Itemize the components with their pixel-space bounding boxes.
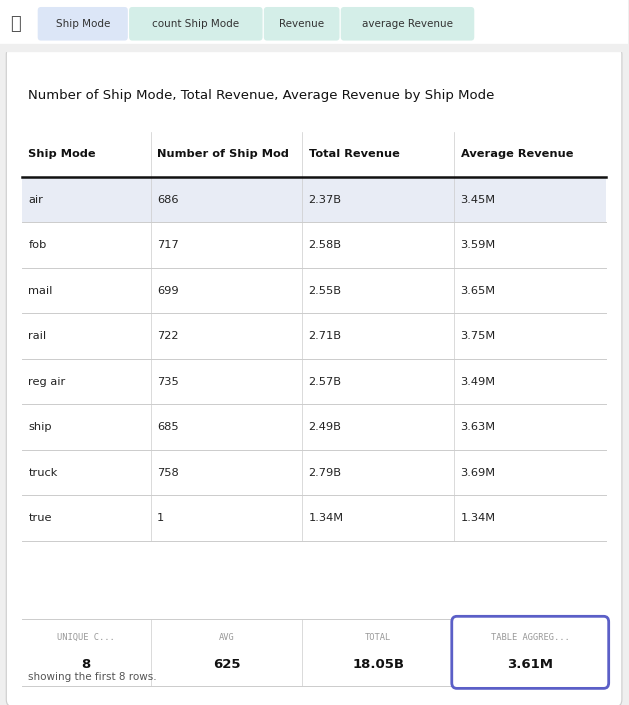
Text: 685: 685: [157, 422, 179, 432]
Text: Ship Mode: Ship Mode: [28, 149, 96, 159]
Text: 1: 1: [157, 513, 164, 523]
Text: showing the first 8 rows.: showing the first 8 rows.: [28, 672, 157, 682]
Text: Ship Mode: Ship Mode: [55, 19, 110, 29]
Text: Revenue: Revenue: [279, 19, 324, 29]
Text: 722: 722: [157, 331, 178, 341]
Text: Total Revenue: Total Revenue: [309, 149, 399, 159]
Text: AVG: AVG: [219, 633, 235, 642]
FancyBboxPatch shape: [38, 7, 128, 41]
Text: 2.55B: 2.55B: [309, 286, 342, 295]
Text: 3.49M: 3.49M: [460, 376, 496, 386]
FancyBboxPatch shape: [264, 7, 340, 41]
Bar: [0, 0, 628, 47]
Text: Average Revenue: Average Revenue: [460, 149, 573, 159]
Text: Number of Ship Mode, Total Revenue, Average Revenue by Ship Mode: Number of Ship Mode, Total Revenue, Aver…: [28, 89, 494, 102]
Text: true: true: [28, 513, 52, 523]
Text: 735: 735: [157, 376, 179, 386]
Text: count Ship Mode: count Ship Mode: [152, 19, 240, 29]
Text: 686: 686: [157, 195, 178, 204]
Text: 2.58B: 2.58B: [309, 240, 342, 250]
FancyBboxPatch shape: [341, 7, 474, 41]
Text: 717: 717: [157, 240, 179, 250]
Text: rail: rail: [28, 331, 47, 341]
Text: 3.69M: 3.69M: [460, 467, 496, 477]
Text: 1.34M: 1.34M: [309, 513, 344, 523]
Text: TOTAL: TOTAL: [365, 633, 391, 642]
Text: ship: ship: [28, 422, 52, 432]
Text: 699: 699: [157, 286, 179, 295]
Text: 8: 8: [82, 658, 91, 671]
Text: 2.57B: 2.57B: [309, 376, 342, 386]
Text: 2.37B: 2.37B: [309, 195, 342, 204]
Text: 625: 625: [213, 658, 240, 671]
Text: 3.65M: 3.65M: [460, 286, 496, 295]
Text: UNIQUE C...: UNIQUE C...: [57, 633, 115, 642]
Text: 2.49B: 2.49B: [309, 422, 342, 432]
Text: ⌕: ⌕: [10, 15, 21, 33]
Text: Number of Ship Mod: Number of Ship Mod: [157, 149, 289, 159]
Text: TABLE AGGREG...: TABLE AGGREG...: [491, 633, 570, 642]
Text: truck: truck: [28, 467, 58, 477]
Text: 3.63M: 3.63M: [460, 422, 496, 432]
Text: 2.79B: 2.79B: [309, 467, 342, 477]
Text: 3.59M: 3.59M: [460, 240, 496, 250]
Text: fob: fob: [28, 240, 47, 250]
Text: average Revenue: average Revenue: [362, 19, 453, 29]
Text: 3.61M: 3.61M: [507, 658, 554, 671]
FancyBboxPatch shape: [129, 7, 262, 41]
Text: reg air: reg air: [28, 376, 65, 386]
Text: 2.71B: 2.71B: [309, 331, 342, 341]
Text: 3.75M: 3.75M: [460, 331, 496, 341]
FancyBboxPatch shape: [6, 47, 622, 705]
Text: air: air: [28, 195, 43, 204]
Text: 3.45M: 3.45M: [460, 195, 496, 204]
Text: 1.34M: 1.34M: [460, 513, 496, 523]
Bar: [22, 177, 606, 223]
Text: 758: 758: [157, 467, 179, 477]
Text: mail: mail: [28, 286, 53, 295]
FancyBboxPatch shape: [452, 616, 609, 688]
Text: 18.05B: 18.05B: [352, 658, 404, 671]
